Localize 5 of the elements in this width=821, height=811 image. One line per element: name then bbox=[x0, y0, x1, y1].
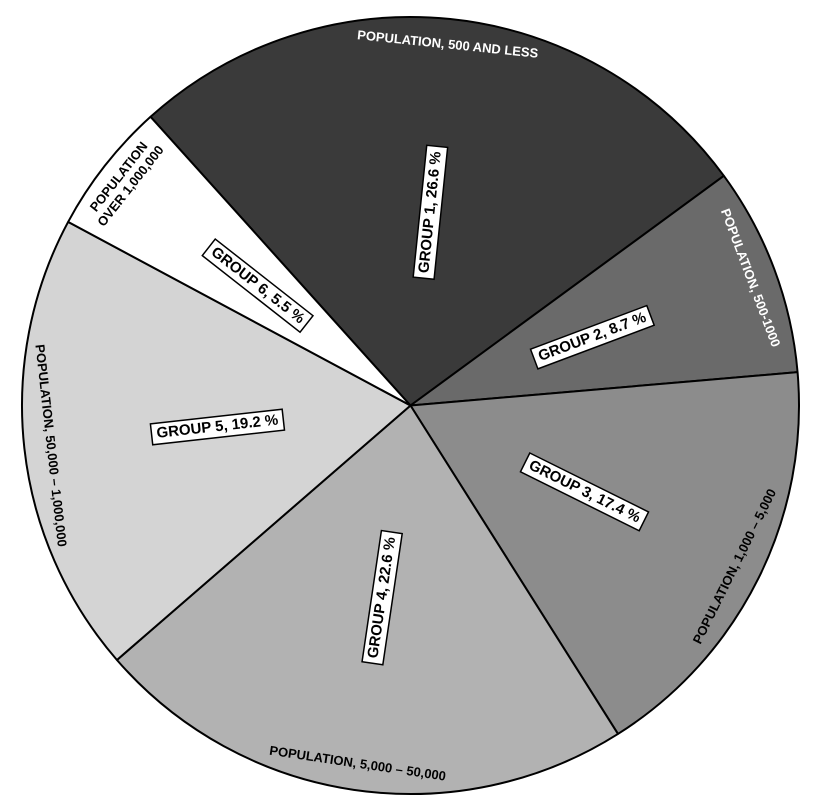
slice-label: POPULATION, 50,000 – 1,000,000 bbox=[32, 344, 70, 548]
data-label: GROUP 1, 26.6 % bbox=[415, 150, 445, 274]
slice-label: POPULATION, 500 AND LESS bbox=[356, 27, 540, 61]
data-label: GROUP 5, 19.2 % bbox=[156, 411, 280, 442]
data-label: GROUP 4, 22.6 % bbox=[364, 536, 400, 660]
